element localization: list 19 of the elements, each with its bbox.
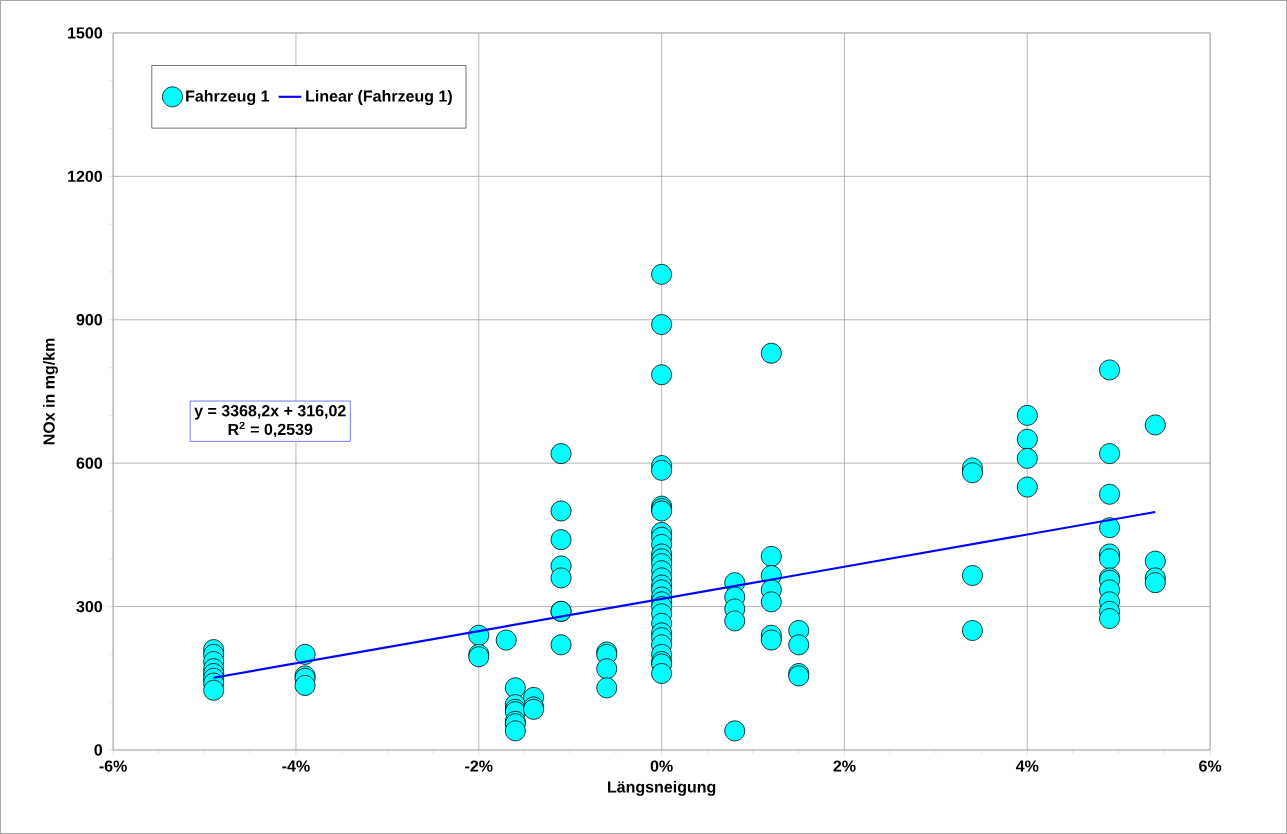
y-tick-label: 300 bbox=[76, 600, 103, 613]
x-axis-title: Längsneigung bbox=[608, 780, 716, 796]
annotation: R$^{2}$ = 0,2539 bbox=[228, 421, 313, 438]
y-tick-label: 900 bbox=[76, 314, 103, 326]
annotation: y = 3368,2x + 316,02 bbox=[194, 405, 346, 420]
y-tick-label: 1500 bbox=[68, 27, 103, 39]
x-tick-label: -4% bbox=[282, 760, 310, 772]
x-tick-label: 0% bbox=[650, 760, 673, 772]
x-tick-label: -6% bbox=[99, 760, 127, 772]
x-tick-label: 2% bbox=[833, 760, 856, 772]
y-axis-title: NOx in mg/km bbox=[42, 338, 58, 445]
y-tick-label: 0 bbox=[94, 744, 103, 756]
x-tick-label: 4% bbox=[1015, 760, 1039, 772]
legend-label: Fahrzeug 1 bbox=[186, 90, 270, 105]
x-tick-label: 6% bbox=[1199, 760, 1222, 772]
legend-label: Linear (Fahrzeug 1) bbox=[306, 90, 452, 105]
y-tick-label: 1200 bbox=[68, 170, 103, 183]
y-tick-label: 600 bbox=[76, 457, 103, 469]
x-tick-label: -2% bbox=[465, 760, 493, 772]
